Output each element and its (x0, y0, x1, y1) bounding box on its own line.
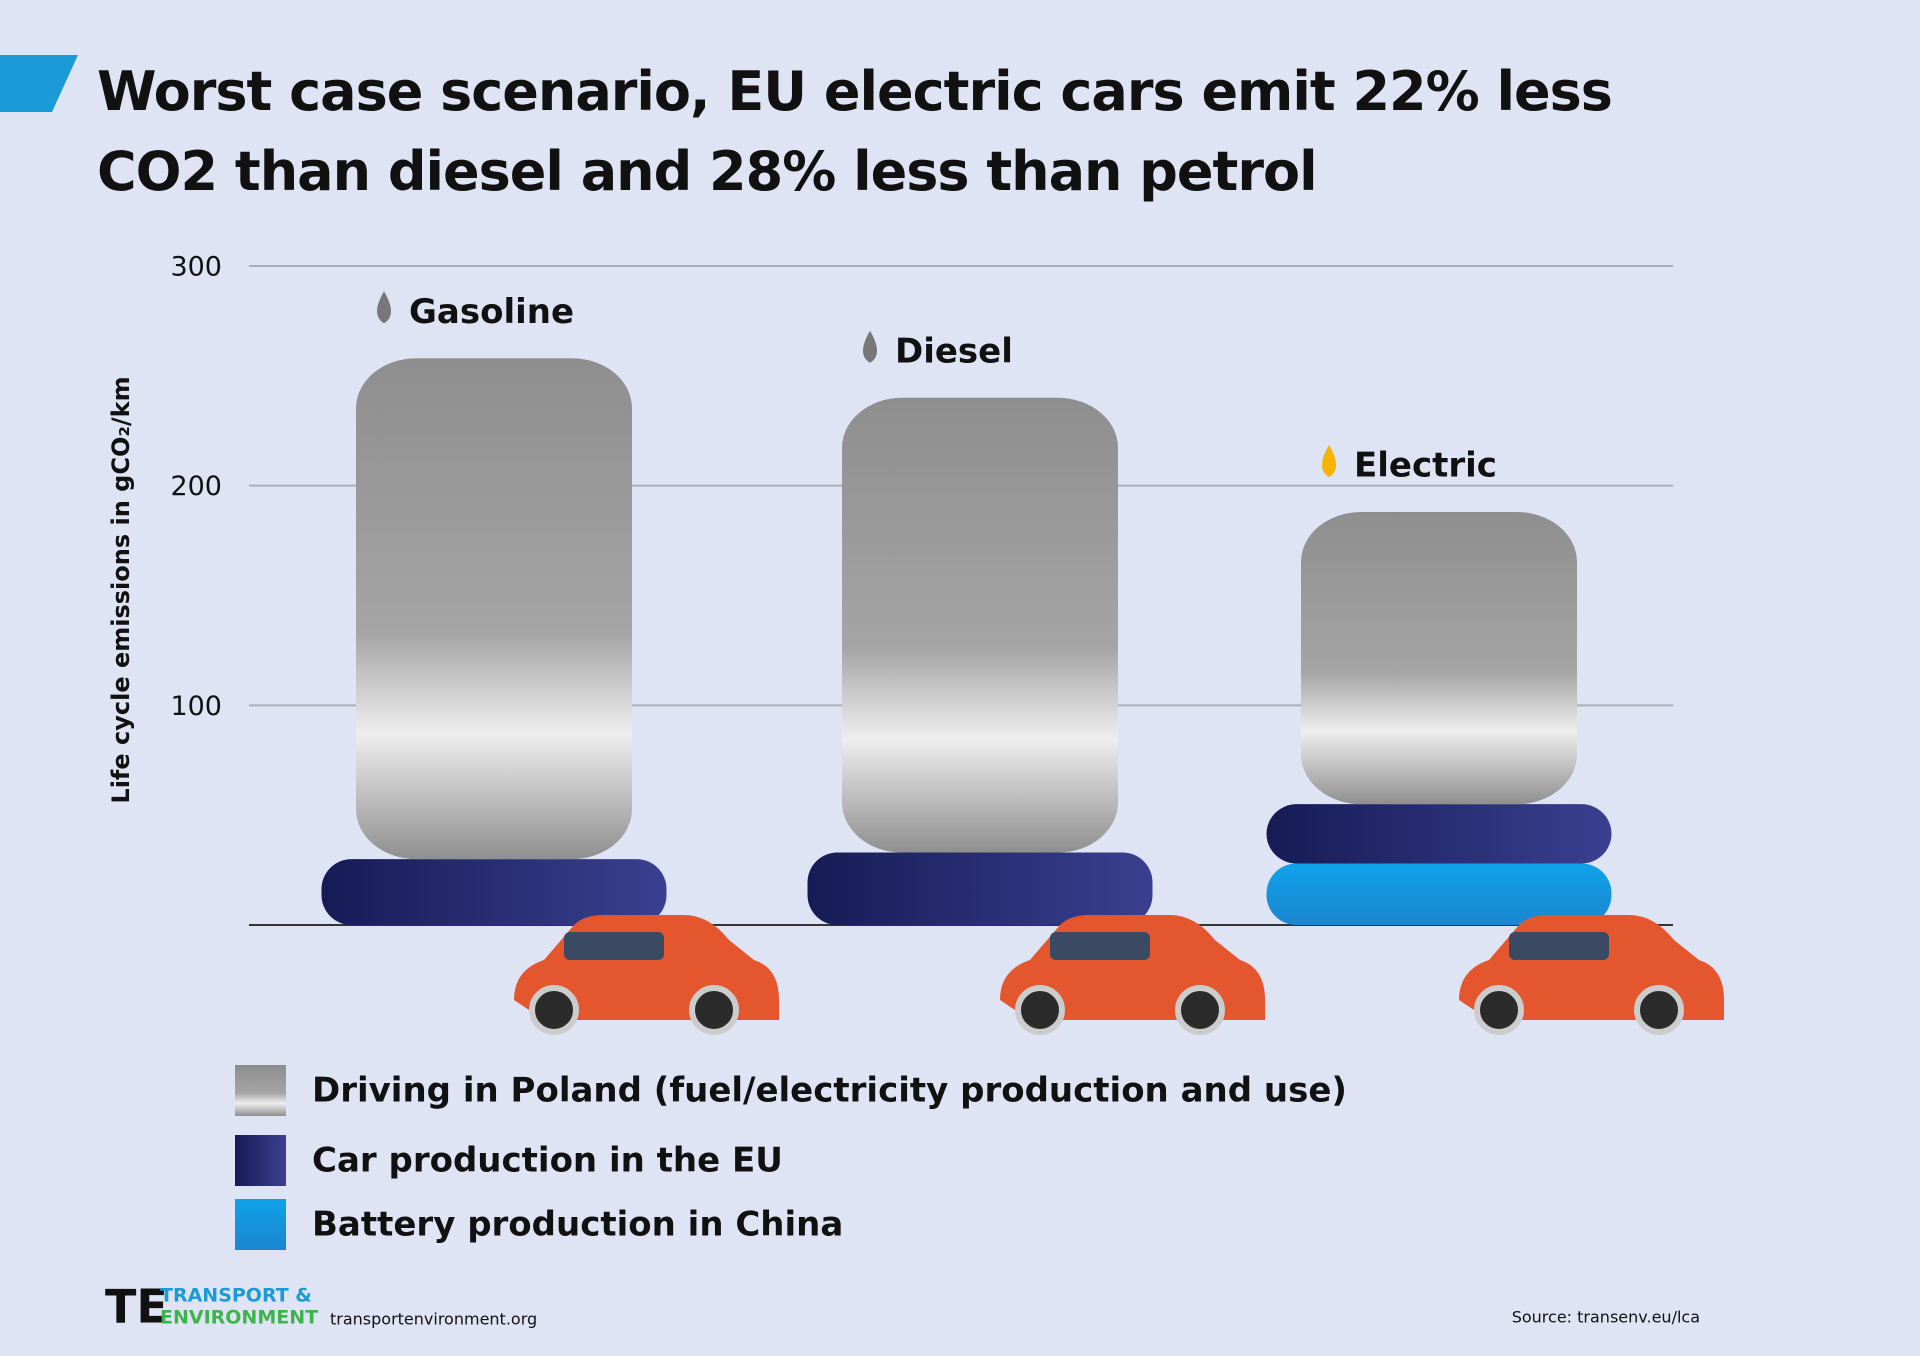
category-icon (1322, 445, 1336, 478)
car-window (1509, 932, 1609, 960)
y-tick-label: 300 (170, 252, 222, 283)
car-window (564, 932, 664, 960)
legend-label: Battery production in China (312, 1205, 843, 1245)
y-tick-label: 200 (170, 471, 222, 502)
bar-segment (1266, 804, 1612, 864)
legend-label: Driving in Poland (fuel/electricity prod… (312, 1071, 1347, 1111)
car-window (1050, 932, 1150, 960)
smoke-segment (1301, 512, 1577, 805)
car-wheel (1015, 985, 1065, 1035)
car-wheel (689, 985, 739, 1035)
logo-text: ENVIRONMENT (160, 1307, 318, 1329)
website: transportenvironment.org (330, 1310, 537, 1329)
category-icon (377, 291, 391, 324)
category-label: Gasoline (409, 292, 574, 332)
y-tick-label: 100 (170, 691, 222, 722)
legend-label: Car production in the EU (312, 1141, 783, 1181)
legend-swatch (235, 1135, 286, 1186)
logo-text: TRANSPORT & (160, 1285, 312, 1307)
bar-segment (807, 852, 1153, 925)
smoke-segment (842, 397, 1118, 853)
category-label: Diesel (895, 331, 1013, 371)
category-label: Electric (1354, 446, 1497, 486)
car-wheel (1474, 985, 1524, 1035)
bar-segment (321, 859, 667, 925)
car-wheel (1634, 985, 1684, 1035)
smoke-segment (356, 358, 632, 860)
source: Source: transenv.eu/lca (1512, 1308, 1700, 1327)
category-icon (863, 330, 877, 363)
chart-title: Worst case scenario, EU electric cars em… (97, 60, 1613, 203)
legend-swatch (235, 1065, 286, 1116)
legend-swatch (235, 1199, 286, 1250)
logo-mark: TE (105, 1280, 168, 1334)
car-wheel (529, 985, 579, 1035)
title-accent (0, 55, 78, 112)
car-wheel (1175, 985, 1225, 1035)
y-axis-label: Life cycle emissions in gCO₂/km (107, 376, 135, 803)
bar-segment (1266, 863, 1612, 925)
